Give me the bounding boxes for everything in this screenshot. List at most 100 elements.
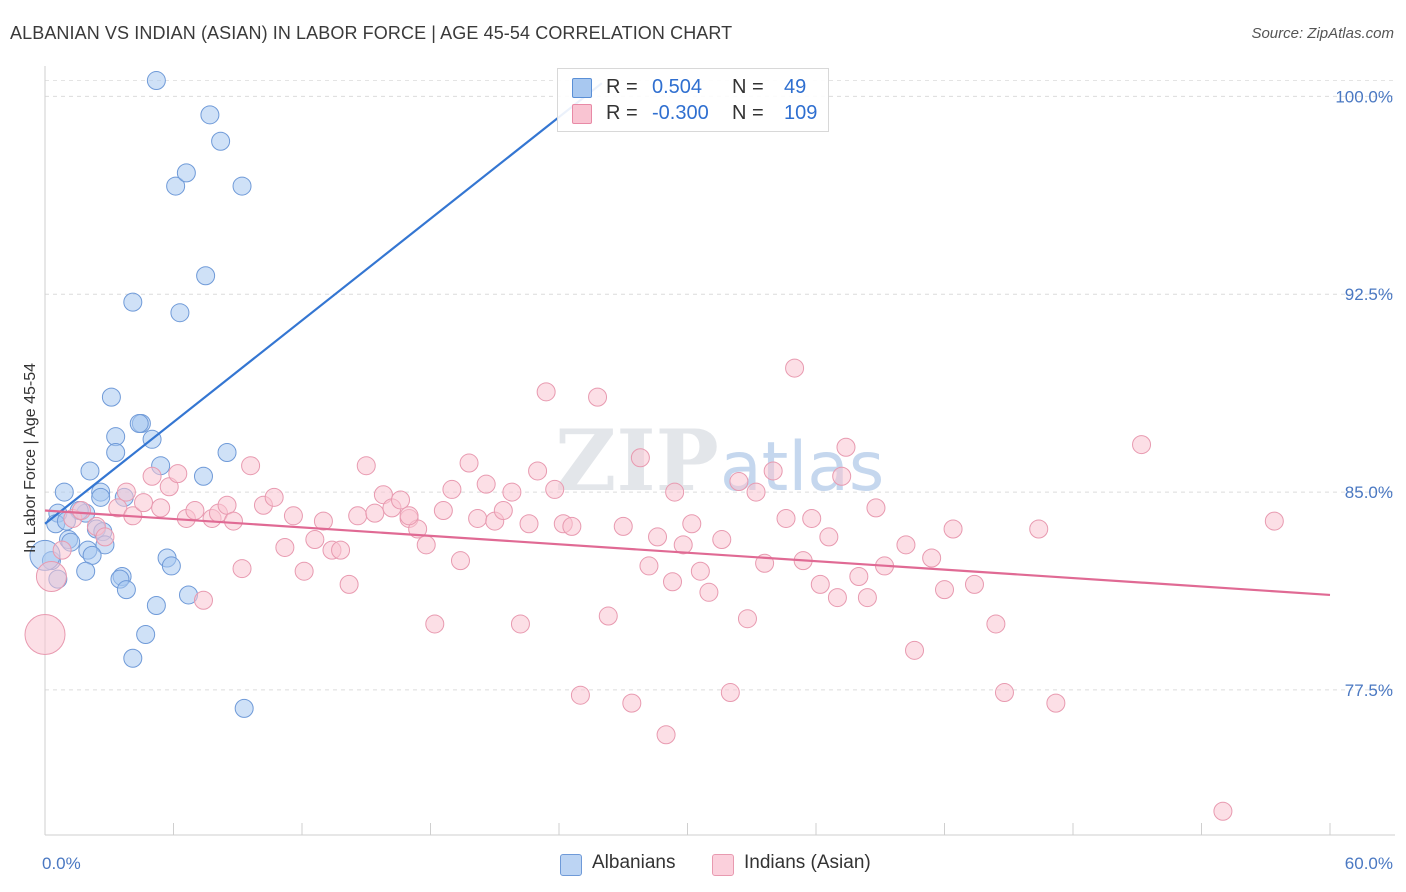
indian-point bbox=[673, 535, 693, 555]
indian-point bbox=[399, 506, 419, 526]
legend-r-value: 0.504 bbox=[652, 76, 703, 98]
indian-point bbox=[142, 466, 162, 486]
indian-point bbox=[241, 456, 261, 476]
indian-point bbox=[193, 590, 213, 610]
indian-point bbox=[570, 685, 590, 705]
indian-point bbox=[746, 482, 766, 502]
albanian-point bbox=[123, 648, 143, 668]
albanian-point bbox=[91, 487, 111, 507]
indian-point bbox=[223, 511, 243, 531]
y-tick-label: 92.5% bbox=[1345, 285, 1393, 304]
indian-point bbox=[986, 614, 1006, 634]
indian-point bbox=[116, 482, 136, 502]
indian-point bbox=[562, 516, 582, 536]
indian-point bbox=[151, 498, 171, 518]
indian-point bbox=[348, 506, 368, 526]
indian-point bbox=[305, 530, 325, 550]
indian-point bbox=[720, 683, 740, 703]
indian-point bbox=[849, 566, 869, 586]
indian-point bbox=[442, 479, 462, 499]
series-label-albanians: Albanians bbox=[592, 852, 676, 873]
albanian-point bbox=[217, 443, 237, 462]
albanian-point bbox=[193, 466, 213, 486]
indian-point bbox=[391, 490, 411, 510]
indian-point bbox=[905, 640, 925, 660]
indian-point bbox=[450, 551, 470, 571]
indian-point bbox=[964, 574, 984, 594]
indian-point bbox=[502, 482, 522, 502]
indian-point bbox=[836, 437, 856, 457]
albanian-point bbox=[200, 105, 220, 125]
albanian-point bbox=[101, 387, 121, 407]
legend-n-value: 109 bbox=[784, 102, 818, 124]
albanian-point bbox=[136, 625, 156, 645]
indian-point bbox=[1029, 519, 1049, 539]
indian-point bbox=[1046, 693, 1066, 713]
indian-point bbox=[294, 561, 314, 581]
albanian-point bbox=[232, 176, 252, 196]
indian-point bbox=[459, 453, 479, 473]
indian-point bbox=[510, 614, 530, 634]
indian-point bbox=[24, 614, 66, 656]
indian-point bbox=[528, 461, 548, 481]
indian-point bbox=[866, 498, 886, 518]
trend-lines bbox=[44, 82, 1331, 597]
indian-point bbox=[264, 487, 284, 507]
indian-point bbox=[1213, 801, 1233, 821]
chart-title: ALBANIAN VS INDIAN (ASIAN) IN LABOR FORC… bbox=[10, 23, 733, 43]
series-swatch-indians bbox=[712, 854, 734, 876]
indian-point bbox=[896, 535, 916, 555]
indian-point bbox=[356, 456, 376, 476]
indian-point bbox=[598, 606, 618, 626]
indian-point bbox=[35, 560, 67, 592]
y-tick-label: 85.0% bbox=[1345, 483, 1393, 502]
series-label-indians: Indians (Asian) bbox=[744, 852, 871, 873]
albanian-point bbox=[170, 303, 190, 323]
y-tick-label: 100.0% bbox=[1335, 87, 1393, 106]
indian-point bbox=[819, 527, 839, 547]
indian-point bbox=[519, 514, 539, 534]
indian-point bbox=[1132, 435, 1152, 455]
legend-swatch-indians bbox=[572, 104, 592, 124]
indian-point bbox=[699, 582, 719, 602]
indian-point bbox=[134, 493, 154, 513]
x-tick-label-max: 60.0% bbox=[1345, 854, 1393, 873]
indian-point bbox=[690, 561, 710, 581]
indian-point bbox=[331, 540, 351, 560]
indian-point bbox=[493, 501, 513, 521]
indian-point bbox=[185, 501, 205, 521]
indian-point bbox=[682, 514, 702, 534]
indian-point bbox=[832, 466, 852, 486]
indian-point bbox=[339, 574, 359, 594]
albanian-point bbox=[106, 443, 126, 462]
data-points bbox=[24, 71, 1284, 821]
indian-point bbox=[1264, 511, 1284, 531]
albanian-point bbox=[161, 556, 181, 576]
x-tick-label-min: 0.0% bbox=[42, 854, 81, 873]
watermark: ZIP atlas bbox=[555, 411, 884, 510]
indian-point bbox=[433, 501, 453, 521]
indian-trend-line bbox=[44, 509, 1331, 597]
albanian-point bbox=[82, 545, 102, 565]
indian-point bbox=[373, 485, 393, 505]
albanian-point bbox=[129, 413, 149, 433]
indian-point bbox=[994, 683, 1014, 703]
series-swatch-albanians bbox=[560, 854, 582, 876]
legend-n-label: N = bbox=[732, 102, 764, 124]
albanian-point bbox=[123, 292, 143, 312]
indian-point bbox=[52, 540, 72, 560]
y-axis-label: In Labor Force | Age 45-54 bbox=[22, 363, 39, 553]
indian-point bbox=[71, 501, 91, 521]
watermark-atlas: atlas bbox=[720, 428, 884, 507]
indian-point bbox=[313, 511, 333, 531]
legend-n-label: N = bbox=[732, 76, 764, 98]
indian-point bbox=[729, 472, 749, 492]
source-label: Source: ZipAtlas.com bbox=[1251, 25, 1394, 42]
indian-point bbox=[810, 574, 830, 594]
axes bbox=[44, 66, 1395, 836]
indian-point bbox=[639, 556, 659, 576]
indian-point bbox=[613, 516, 633, 536]
indian-point bbox=[943, 519, 963, 539]
indian-point bbox=[622, 693, 642, 713]
